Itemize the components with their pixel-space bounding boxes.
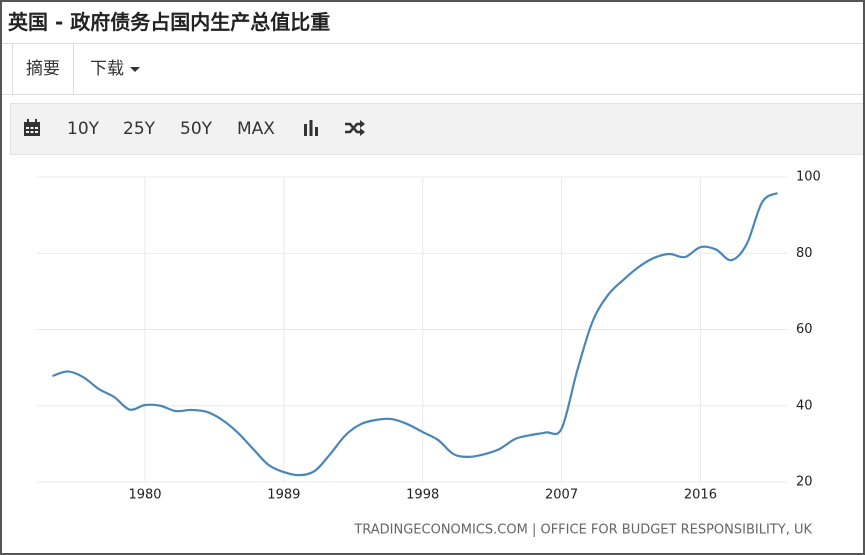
y-tick-label: 60 — [796, 322, 813, 337]
y-tick-label: 20 — [796, 475, 813, 490]
chart: 20 40 60 80 100 1980 1989 1998 2007 2016 TRADINGEC… — [37, 170, 821, 538]
range-button[interactable]: 10Y — [67, 119, 100, 139]
source-note: TRADINGECONOMICS.COM | OFFICE FOR BUDGET… — [353, 523, 812, 538]
x-tick-label: 1998 — [406, 488, 439, 503]
x-tick-label: 2007 — [545, 488, 578, 503]
x-tick-label: 1989 — [267, 488, 300, 503]
tab-bar: 摘要 下载 — [2, 43, 863, 95]
toolbar: 10Y 25Y 50Y MAX — [10, 103, 863, 155]
tab-label[interactable]: 下载 — [90, 59, 124, 79]
data-line — [52, 191, 779, 477]
y-tick-label: 80 — [796, 246, 813, 261]
caret — [130, 66, 140, 72]
range-button[interactable]: 50Y — [180, 119, 213, 139]
tab[interactable]: 摘要 — [12, 44, 74, 94]
x-tick-label: 2016 — [684, 488, 717, 503]
range-button[interactable]: 25Y — [123, 119, 156, 139]
x-tick-label: 1980 — [128, 488, 161, 503]
range-button[interactable]: MAX — [237, 119, 275, 139]
shuffle-icon[interactable] — [344, 119, 366, 137]
y-tick-label: 100 — [796, 170, 821, 185]
tab-dropdown[interactable]: 下载 — [90, 44, 140, 94]
calendar-icon[interactable] — [23, 119, 41, 137]
bar-chart-icon[interactable] — [302, 119, 320, 137]
y-tick-label: 40 — [796, 398, 813, 413]
page-title: 英国 - 政府债务占国内生产总值比重 — [8, 10, 331, 34]
